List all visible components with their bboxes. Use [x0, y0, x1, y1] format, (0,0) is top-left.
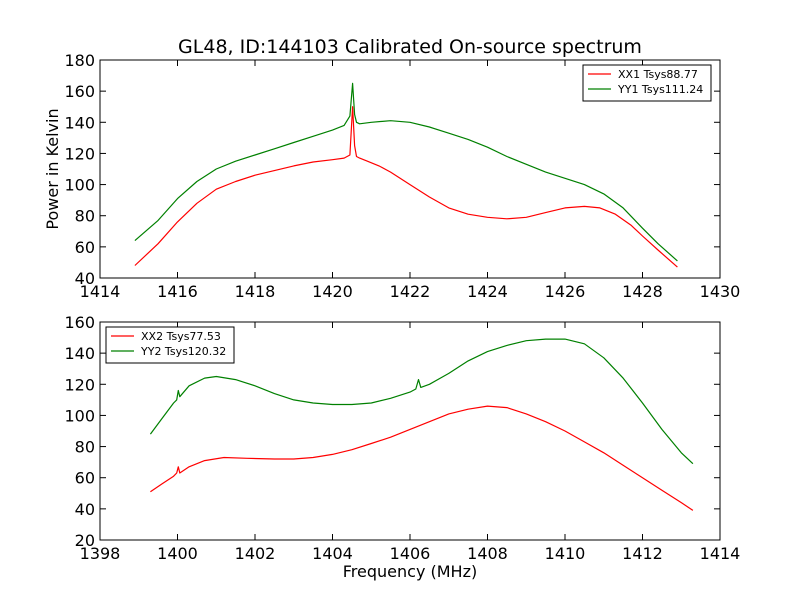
top-x-tick-label: 1414	[80, 282, 121, 301]
top-y-tick-label: 140	[64, 113, 95, 132]
bottom-series-line-2	[149, 338, 694, 465]
top-x-tick-label: 1418	[235, 282, 276, 301]
top-y-tick-label: 100	[64, 176, 95, 195]
bottom-x-tick-label: 1400	[157, 544, 198, 563]
top-series-line-2	[134, 82, 678, 262]
top-legend-label-2: YY1 Tsys111.24	[617, 83, 703, 96]
top-y-tick-label: 120	[64, 144, 95, 163]
bottom-x-tick-label: 1414	[700, 544, 741, 563]
bottom-y-tick-label: 120	[64, 375, 95, 394]
top-legend: XX1 Tsys88.77 YY1 Tsys111.24	[582, 64, 712, 102]
top-x-tick-label: 1422	[390, 282, 431, 301]
bottom-y-tick-label: 140	[64, 344, 95, 363]
bottom-x-tick-label: 1412	[622, 544, 663, 563]
top-x-tick-label: 1426	[545, 282, 586, 301]
top-legend-box	[582, 64, 712, 102]
bottom-x-axis-label: Frequency (MHz)	[343, 562, 477, 581]
top-x-tick-label: 1430	[700, 282, 741, 301]
top-x-tick-label: 1420	[312, 282, 353, 301]
top-y-tick-label: 40	[75, 269, 95, 288]
bottom-x-tick-label: 1406	[390, 544, 431, 563]
bottom-legend-label-2: YY2 Tsys120.32	[140, 345, 226, 358]
bottom-y-tick-label: 40	[75, 500, 95, 519]
top-legend-label-1: XX1 Tsys88.77	[618, 68, 698, 81]
top-y-tick-label: 180	[64, 51, 95, 70]
top-x-tick-label: 1428	[622, 282, 663, 301]
figure-title: GL48, ID:144103 Calibrated On-source spe…	[178, 36, 642, 58]
top-y-tick-label: 160	[64, 82, 95, 101]
bottom-y-tick-label: 80	[75, 438, 95, 457]
bottom-y-tick-label: 20	[75, 531, 95, 550]
top-plot: 1414 1416 1418 1420 1422 1424 1426 1428 1430 40 60…	[43, 51, 740, 301]
bottom-y-tick-label: 160	[64, 313, 95, 332]
bottom-x-tick-label: 1398	[80, 544, 121, 563]
bottom-y-tick-label: 100	[64, 406, 95, 425]
bottom-series-line-1	[150, 405, 694, 511]
bottom-legend-box	[105, 326, 235, 364]
bottom-x-tick-label: 1402	[235, 544, 276, 563]
top-series-line-1	[134, 106, 678, 268]
bottom-plot: 1398 1400 1402 1404 1406 1408 1410 1412 1414 20 40…	[64, 313, 740, 581]
top-y-tick-label: 60	[75, 238, 95, 257]
bottom-x-tick-label: 1404	[312, 544, 353, 563]
top-x-tick-label: 1416	[157, 282, 198, 301]
bottom-y-tick-label: 60	[75, 469, 95, 488]
bottom-x-tick-label: 1408	[467, 544, 508, 563]
bottom-x-tick-label: 1410	[545, 544, 586, 563]
top-y-axis-label: Power in Kelvin	[43, 108, 62, 229]
bottom-legend-label-1: XX2 Tsys77.53	[141, 330, 221, 343]
bottom-legend: XX2 Tsys77.53 YY2 Tsys120.32	[105, 326, 235, 364]
top-y-tick-label: 80	[75, 207, 95, 226]
top-x-tick-label: 1424	[467, 282, 508, 301]
